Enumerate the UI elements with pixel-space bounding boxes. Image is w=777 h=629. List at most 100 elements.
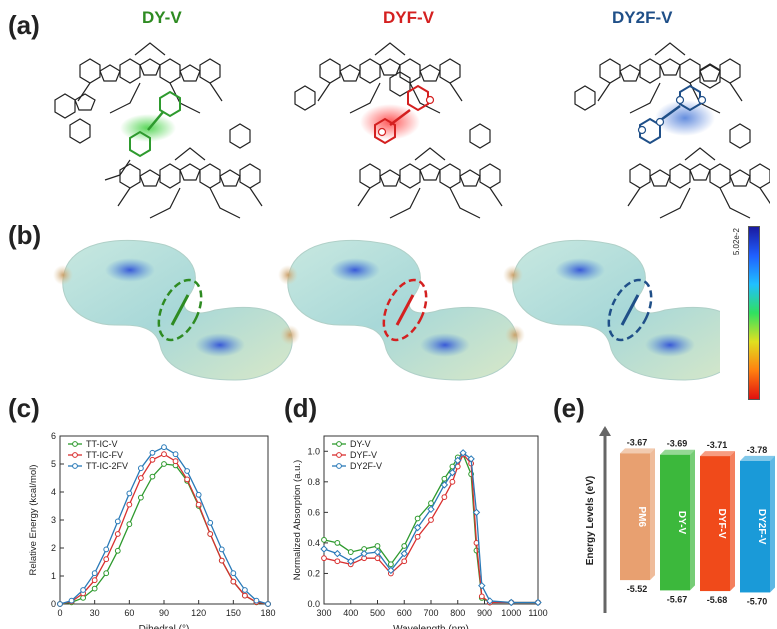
data-point-d-2 (440, 481, 449, 489)
x-tick-label-d: 1100 (528, 608, 547, 618)
lumo-label-2: -3.71 (707, 440, 728, 450)
data-point-c-0 (137, 494, 144, 501)
data-point-d-2 (454, 456, 462, 465)
data-point-d-1 (449, 478, 456, 485)
energy-bar-name-3: DY2F-V (756, 509, 767, 545)
data-point-d-1 (478, 593, 485, 600)
data-point-d-0 (428, 500, 434, 507)
data-point-c-1 (184, 476, 191, 483)
x-tick-label-c: 150 (226, 608, 241, 618)
data-point-c-2 (161, 444, 167, 451)
molecule-title-dy-v: DY-V (142, 8, 182, 27)
data-point-c-1 (137, 475, 144, 481)
energy-bar-top-0 (620, 448, 655, 454)
data-point-c-1 (91, 577, 98, 584)
data-point-d-2 (347, 557, 355, 565)
data-point-d-1 (414, 533, 421, 540)
legend-marker-d-2 (336, 463, 342, 469)
homo-label-3: -5.70 (747, 596, 768, 606)
data-point-c-1 (103, 556, 110, 563)
energy-bar-top-2 (700, 451, 735, 457)
panel-label-e: (e) (553, 393, 585, 423)
energy-bar-1 (660, 454, 690, 591)
y-tick-label-d: 0.2 (307, 568, 320, 578)
y-tick-label-d: 1.0 (307, 446, 320, 456)
data-point-d-0 (441, 475, 448, 482)
data-point-c-1 (161, 451, 167, 458)
legend-marker-c-0 (72, 441, 78, 447)
data-point-c-2 (218, 546, 225, 553)
x-tick-label-d: 1000 (501, 608, 521, 618)
y-tick-label-d: 0.8 (307, 477, 320, 487)
y-tick-label-d: 0.0 (307, 599, 320, 609)
energy-axis-label: Energy Levels (eV) (585, 476, 596, 565)
data-point-d-0 (321, 536, 327, 543)
data-point-c-1 (172, 458, 179, 465)
data-point-d-1 (441, 494, 448, 500)
lumo-label-0: -3.67 (627, 437, 648, 447)
data-point-d-2 (427, 505, 435, 514)
data-point-c-1 (126, 501, 133, 508)
chart-d: 300 400 500 600 700 800 900 1000 1100 0.0 0.2 0.4 0.… (292, 435, 548, 629)
colorbar-max-label: 5.02e-2 (732, 228, 741, 256)
data-point-d-1 (374, 555, 381, 562)
energy-axis-arrowhead (599, 426, 611, 436)
data-point-c-1 (241, 592, 248, 599)
data-point-c-2 (91, 570, 98, 577)
data-point-c-1 (207, 531, 214, 537)
data-point-d-2 (467, 455, 475, 463)
data-point-c-2 (68, 597, 75, 604)
data-point-c-1 (114, 531, 121, 537)
x-tick-label-d: 300 (316, 608, 331, 618)
energy-bar-top-3 (740, 455, 775, 461)
data-point-d-0 (347, 549, 354, 555)
x-tick-label-d: 600 (397, 608, 412, 618)
energy-bar-2 (700, 456, 730, 592)
legend-label-c-1: TT-IC-FV (86, 450, 123, 460)
data-point-c-0 (91, 585, 98, 592)
panel-label-a: (a) (8, 10, 40, 40)
molecule-title-dyf-v: DYF-V (383, 8, 434, 27)
panel-label-d: (d) (284, 393, 318, 423)
legend-marker-c-2 (72, 463, 78, 469)
x-tick-label-c: 60 (124, 608, 134, 618)
molecular-structures (54, 42, 770, 219)
data-point-d-2 (534, 598, 542, 607)
series-line-d-1 (323, 453, 538, 604)
y-tick-label-d: 0.4 (307, 538, 320, 548)
data-point-d-2 (478, 581, 486, 590)
x-axis-label-c: Dihedral (°) (139, 624, 190, 629)
energy-bar-name-2: DYF-V (716, 509, 727, 539)
energy-bar-side-3 (770, 455, 775, 593)
homo-label-0: -5.52 (627, 584, 648, 594)
data-point-c-0 (114, 547, 121, 554)
data-point-c-2 (195, 491, 202, 498)
x-tick-label-d: 500 (370, 608, 385, 618)
y-tick-label-c: 0 (51, 599, 56, 609)
legend-label-c-2: TT-IC-2FV (86, 461, 128, 471)
y-axis-label-d: Normalized Absorption (a.u.) (292, 460, 303, 580)
esp-maps (52, 239, 720, 381)
esp-colorbar (748, 226, 760, 400)
legend-label-d-1: DYF-V (350, 450, 377, 460)
data-point-c-2 (80, 587, 87, 593)
x-axis-label-d: Wavelength (nm) (393, 624, 469, 629)
y-tick-label-c: 2 (51, 543, 56, 553)
x-tick-label-d: 900 (477, 608, 492, 618)
data-point-c-2 (126, 490, 133, 497)
legend-marker-c-1 (72, 452, 78, 458)
y-tick-label-c: 4 (51, 487, 56, 497)
series-line-d-2 (323, 451, 538, 604)
data-point-c-2 (265, 601, 271, 607)
x-tick-label-d: 700 (423, 608, 438, 618)
x-tick-label-c: 120 (191, 608, 206, 618)
data-point-c-0 (161, 461, 167, 467)
data-point-d-2 (320, 545, 328, 553)
data-point-d-2 (373, 548, 382, 556)
legend-label-d-0: DY-V (350, 439, 371, 449)
data-point-d-0 (414, 515, 421, 522)
data-point-d-0 (374, 543, 381, 549)
legend-marker-d-0 (336, 441, 342, 447)
panel-label-b: (b) (8, 220, 42, 250)
data-point-d-1 (321, 555, 327, 562)
